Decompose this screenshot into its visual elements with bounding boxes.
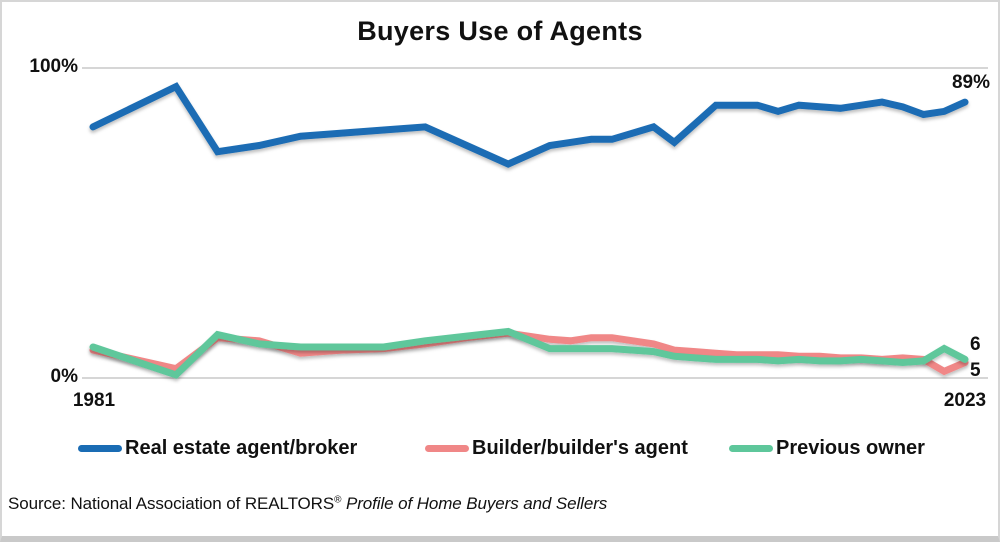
y-axis-label-100: 100% bbox=[29, 56, 78, 77]
registered-trademark-symbol: ® bbox=[334, 494, 342, 506]
x-axis-label-2023: 2023 bbox=[943, 390, 987, 411]
legend-item-builder-agent: Builder/builder's agent bbox=[425, 437, 688, 460]
source-publication-title: Profile of Home Buyers and Sellers bbox=[341, 494, 608, 513]
legend-item-real-estate-agent: Real estate agent/broker bbox=[78, 437, 357, 460]
legend-swatch-real-estate-agent bbox=[78, 445, 122, 452]
y-axis-label-0: 0% bbox=[50, 366, 78, 387]
source-text: Source: National Association of REALTORS bbox=[8, 494, 335, 513]
annotation-previous-owner-end-value: 6 bbox=[970, 334, 981, 355]
legend-label-real-estate-agent: Real estate agent/broker bbox=[125, 437, 358, 459]
legend-label-previous-owner: Previous owner bbox=[776, 437, 925, 459]
source-attribution: Source: National Association of REALTORS… bbox=[8, 494, 607, 514]
legend-swatch-previous-owner bbox=[729, 445, 773, 452]
chart-title: Buyers Use of Agents bbox=[357, 16, 643, 46]
annotation-agent-end-value: 89% bbox=[951, 72, 990, 93]
legend-label-builder-agent: Builder/builder's agent bbox=[472, 437, 688, 459]
legend-swatch-builder-agent bbox=[425, 445, 469, 452]
annotation-builder-end-value: 5 bbox=[970, 360, 981, 381]
series-line-previous-owner bbox=[89, 327, 969, 379]
legend-item-previous-owner: Previous owner bbox=[729, 437, 925, 460]
x-axis-label-1981: 1981 bbox=[72, 390, 116, 411]
series-line-real-estate-agent-broker bbox=[89, 82, 969, 168]
